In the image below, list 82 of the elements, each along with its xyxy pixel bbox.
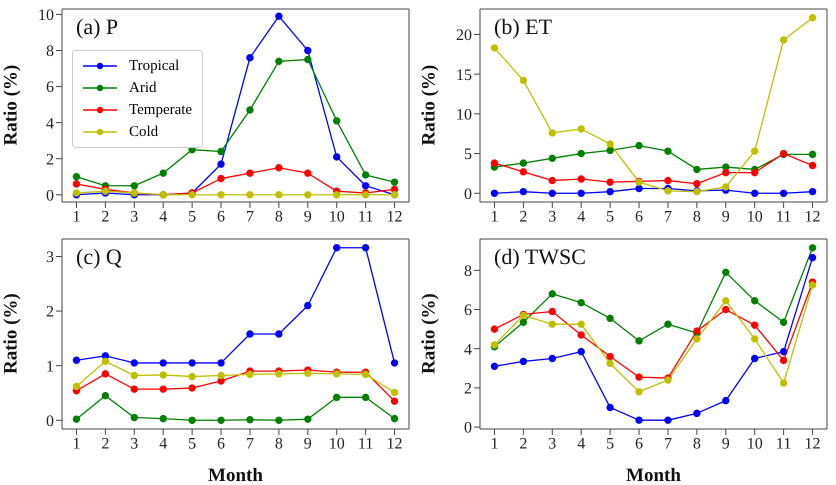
x-tick-label: 3: [548, 208, 556, 226]
x-axis-title: Month: [626, 465, 682, 485]
x-tick-label: 5: [188, 208, 196, 226]
y-tick-label: 5: [464, 146, 472, 164]
x-tick-label: 12: [804, 208, 821, 226]
x-tick-label: 9: [304, 208, 312, 226]
chart-title: (c) Q: [76, 244, 122, 270]
y-tick-label: 0: [46, 412, 54, 430]
x-tick-label: 12: [804, 435, 821, 452]
x-tick-label: 11: [358, 208, 374, 226]
x-tick-label: 8: [692, 435, 701, 452]
x-tick-label: 1: [490, 435, 498, 452]
x-tick-label: 11: [776, 435, 792, 452]
x-tick-label: 8: [692, 208, 701, 226]
y-tick-label: 6: [464, 302, 472, 320]
x-tick-label: 4: [577, 208, 586, 226]
chart-title: (b) ET: [494, 14, 552, 40]
x-tick-label: 3: [130, 208, 138, 226]
x-tick-label: 10: [328, 435, 345, 452]
x-tick-label: 11: [358, 435, 374, 452]
y-axis-title: Ratio (%): [418, 293, 440, 374]
y-axis-title: Ratio (%): [0, 293, 22, 374]
x-tick-label: 10: [746, 435, 763, 452]
x-tick-label: 5: [606, 208, 614, 226]
x-tick-label: 12: [386, 435, 403, 452]
x-tick-label: 6: [635, 435, 644, 452]
x-tick-label: 10: [328, 208, 345, 226]
x-tick-label: 2: [101, 435, 110, 452]
x-tick-label: 3: [130, 435, 138, 452]
y-tick-label: 4: [464, 341, 472, 358]
x-tick-label: 4: [159, 435, 168, 452]
y-axis-title: Ratio (%): [0, 64, 22, 146]
y-tick-label: 10: [456, 106, 472, 124]
x-tick-label: 5: [188, 435, 196, 452]
x-tick-label: 4: [159, 208, 168, 226]
y-tick-label: 0: [46, 187, 54, 204]
y-tick-label: 8: [46, 43, 54, 60]
x-tick-label: 7: [664, 435, 672, 452]
legend-label: Arid: [129, 80, 156, 96]
x-tick-label: 12: [386, 208, 403, 226]
chart-title: (d) TWSC: [494, 244, 586, 270]
y-tick-label: 6: [46, 79, 54, 96]
x-tick-label: 9: [722, 208, 730, 226]
x-tick-label: 9: [304, 435, 312, 452]
x-tick-label: 1: [490, 208, 498, 226]
y-tick-label: 20: [456, 27, 472, 44]
x-tick-label: 2: [519, 435, 528, 452]
x-tick-label: 6: [217, 208, 226, 226]
x-axis-title: Month: [208, 465, 264, 485]
x-tick-label: 3: [548, 435, 556, 452]
x-tick-label: 1: [72, 435, 80, 452]
x-tick-label: 5: [606, 435, 614, 452]
x-tick-label: 6: [635, 208, 644, 226]
x-tick-label: 8: [274, 435, 283, 452]
legend-label: Temperate: [129, 102, 192, 118]
y-tick-label: 0: [464, 420, 472, 437]
chart-title: (a) P: [76, 14, 118, 40]
x-tick-label: 7: [246, 435, 254, 452]
y-tick-label: 3: [46, 249, 54, 266]
x-tick-label: 8: [274, 208, 283, 226]
y-tick-label: 2: [46, 304, 54, 321]
x-tick-label: 11: [776, 208, 792, 226]
y-tick-label: 2: [46, 151, 54, 168]
x-tick-label: 10: [746, 208, 763, 226]
y-tick-label: 0: [464, 186, 472, 203]
x-tick-label: 9: [722, 435, 730, 452]
y-tick-label: 8: [464, 263, 472, 280]
x-tick-label: 7: [664, 208, 672, 226]
legend-label: Tropical: [129, 58, 180, 74]
x-tick-label: 1: [72, 208, 80, 226]
legend-label: Cold: [129, 124, 158, 140]
x-tick-label: 2: [101, 208, 110, 226]
x-tick-label: 2: [519, 208, 528, 226]
y-tick-label: 4: [46, 115, 54, 132]
x-tick-label: 7: [246, 208, 254, 226]
x-tick-label: 4: [577, 435, 586, 452]
x-tick-label: 6: [217, 435, 226, 452]
y-tick-label: 15: [456, 66, 472, 84]
y-tick-label: 2: [464, 380, 472, 398]
y-tick-label: 1: [46, 358, 54, 376]
y-axis-title: Ratio (%): [418, 64, 440, 146]
y-tick-label: 10: [38, 7, 54, 24]
